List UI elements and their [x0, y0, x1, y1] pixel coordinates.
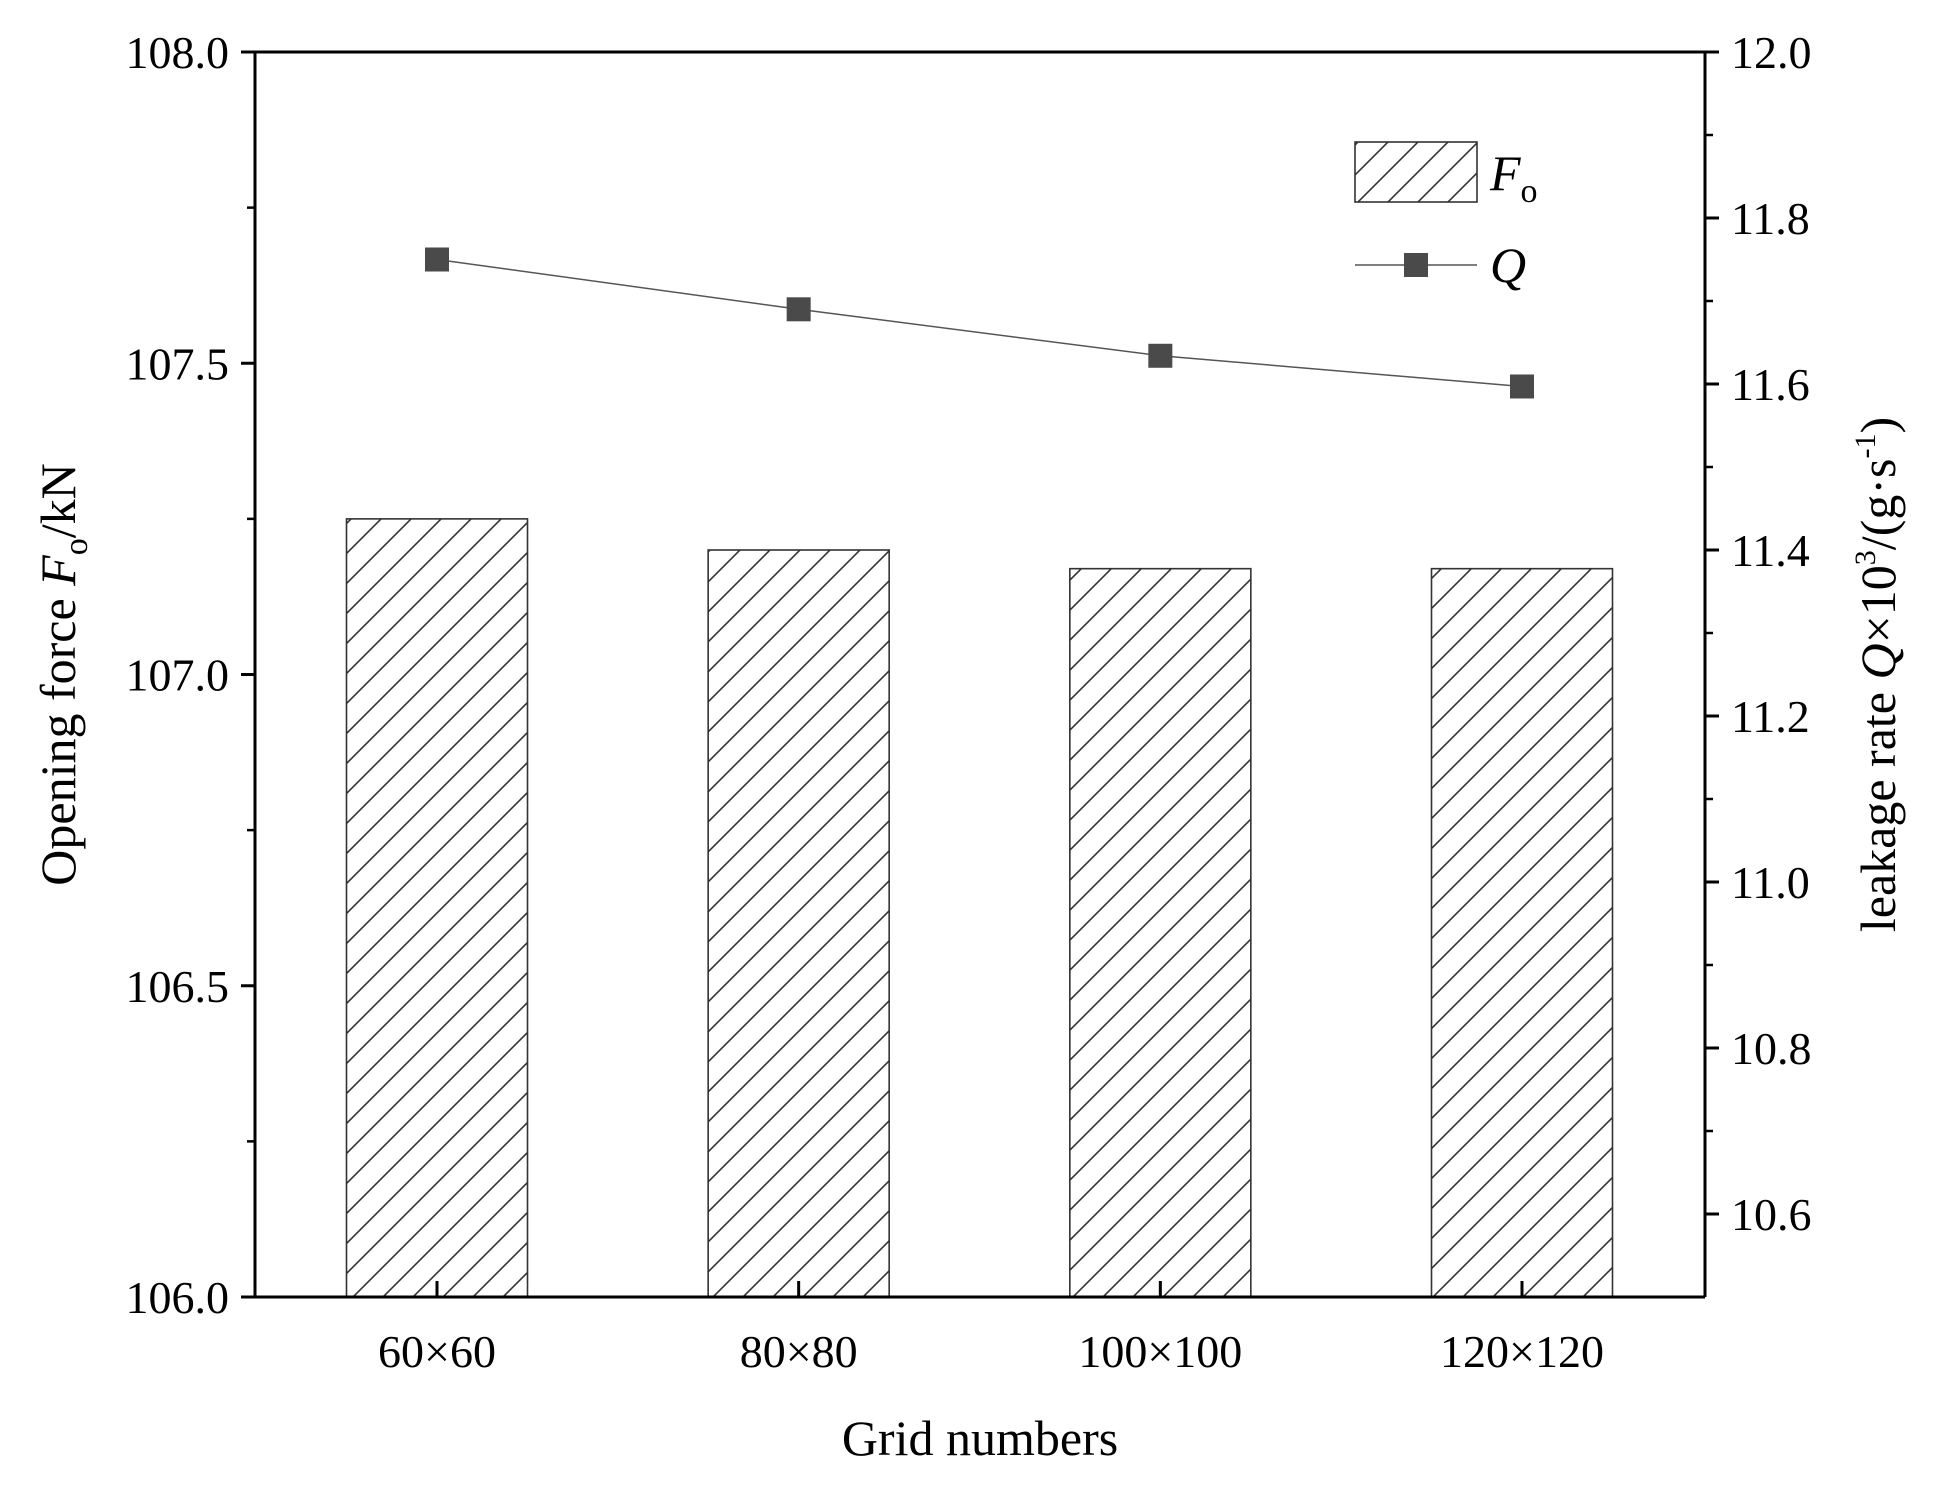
y2-tick-label: 11.4 [1731, 525, 1810, 576]
q-marker-1 [425, 247, 449, 272]
y-tick-label: 106.0 [126, 1272, 230, 1323]
y2-tick-label: 11.2 [1731, 691, 1810, 742]
legend-label-q: Q [1490, 237, 1526, 293]
x-tick-label: 120×120 [1440, 1326, 1604, 1377]
q-line [436, 258, 1523, 388]
legend: Fo Q [1354, 141, 1538, 293]
y2-tick-label: 11.8 [1731, 193, 1810, 244]
bar-2 [707, 549, 890, 1298]
y-axis-title: Opening force Fo/kN [30, 463, 95, 885]
y-tick-label: 108.0 [126, 27, 230, 78]
y2-tick-label: 11.6 [1731, 359, 1810, 410]
legend-label-fo: Fo [1489, 145, 1538, 210]
bar-3 [1069, 567, 1252, 1298]
bar-series [345, 518, 1614, 1298]
y2-tick-label: 10.6 [1731, 1189, 1812, 1240]
x-tick-label: 60×60 [378, 1326, 496, 1377]
x-axis-title: Grid numbers [842, 1410, 1118, 1466]
bar-1 [345, 518, 529, 1298]
y2-tick-label: 10.8 [1731, 1023, 1812, 1074]
q-marker-3 [1148, 343, 1173, 368]
line-series [425, 247, 1534, 399]
q-marker-2 [786, 297, 811, 322]
y-tick-label: 106.5 [126, 961, 230, 1012]
y2-axis-title: leakage rate Q×103/(g·s-1) [1849, 417, 1906, 932]
legend-swatch-fo [1354, 141, 1478, 203]
bar-4 [1430, 567, 1614, 1298]
y-tick-label: 107.5 [126, 338, 230, 389]
x-tick-label: 80×80 [740, 1326, 858, 1377]
x-tick-label: 100×100 [1078, 1326, 1242, 1377]
y-tick-label: 107.0 [126, 650, 230, 701]
y2-tick-label: 11.0 [1731, 857, 1810, 908]
legend-marker-q [1404, 253, 1428, 277]
ticks: 106.0 106.5 107.0 107.5 108.0 10.6 10.8 11.0 11.… [126, 27, 1812, 1377]
axis-titles: Grid numbers Opening force Fo/kN leakage r… [30, 417, 1906, 1466]
y2-tick-label: 12.0 [1731, 27, 1812, 78]
q-marker-4 [1510, 374, 1534, 399]
